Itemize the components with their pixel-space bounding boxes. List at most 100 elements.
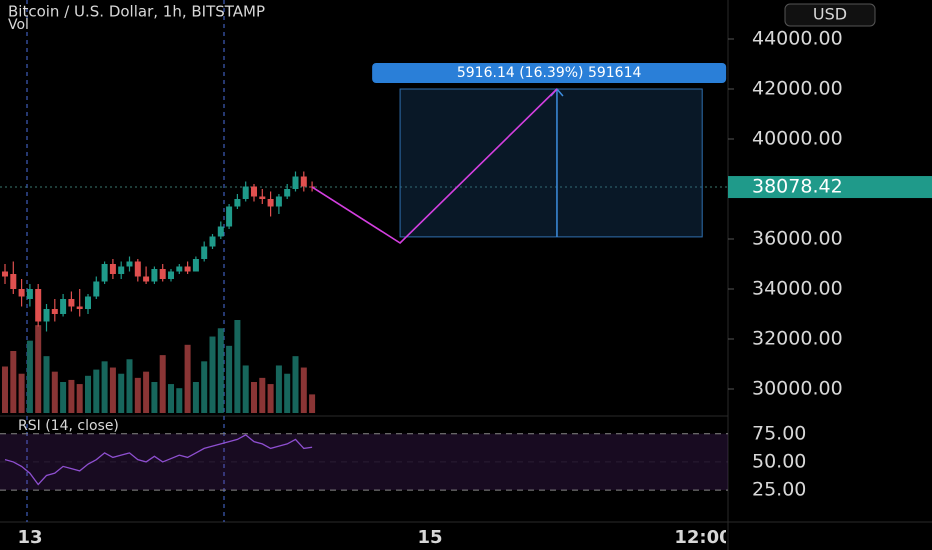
volume-bar bbox=[192, 382, 199, 413]
volume-bar bbox=[209, 336, 216, 413]
x-tick-label: 12:00 bbox=[674, 527, 731, 548]
candle-body bbox=[118, 266, 125, 274]
candle-body bbox=[101, 264, 108, 282]
projection-line bbox=[311, 88, 558, 245]
last-price-box bbox=[728, 176, 932, 199]
y-tick-label: 42000.00 bbox=[752, 78, 843, 100]
candle-body bbox=[176, 266, 183, 272]
volume-bar bbox=[184, 344, 191, 413]
candle-body bbox=[275, 196, 282, 207]
volume-bar bbox=[284, 373, 291, 413]
volume-bar bbox=[51, 371, 58, 413]
rsi-tick-label: 50.00 bbox=[752, 450, 806, 472]
candle-body bbox=[209, 236, 216, 247]
candle-body bbox=[143, 276, 150, 282]
candle-body bbox=[234, 199, 241, 207]
volume-bar bbox=[251, 382, 257, 413]
rsi-band bbox=[0, 433, 728, 491]
candle-body bbox=[300, 176, 307, 187]
candle-body bbox=[2, 271, 8, 277]
candle-body bbox=[192, 259, 199, 272]
volume-bar bbox=[201, 361, 208, 413]
volume-bar bbox=[151, 382, 158, 413]
volume-bar bbox=[168, 384, 174, 413]
rsi-tick-label: 25.00 bbox=[752, 479, 806, 501]
volume-bar bbox=[26, 340, 33, 413]
y-tick-label: 32000.00 bbox=[752, 328, 843, 350]
candle-body bbox=[134, 261, 141, 277]
candle-body bbox=[85, 296, 91, 309]
currency-button-label[interactable]: USD bbox=[813, 5, 847, 24]
y-tick-label: 30000.00 bbox=[752, 378, 843, 400]
volume-bar bbox=[93, 369, 100, 413]
volume-bar bbox=[300, 367, 307, 413]
rsi-line bbox=[4, 434, 313, 486]
volume-bar bbox=[275, 365, 282, 413]
x-tick-label: 15 bbox=[417, 527, 442, 548]
y-tick-label: 34000.00 bbox=[752, 278, 843, 300]
rsi-label: RSI (14, close) bbox=[18, 418, 119, 434]
candle-body bbox=[159, 269, 166, 279]
volume-bar bbox=[43, 356, 50, 413]
candle-body bbox=[201, 246, 208, 259]
volume-bar bbox=[68, 379, 75, 413]
candle-body bbox=[151, 269, 158, 282]
volume-bar bbox=[126, 359, 133, 413]
chart-title: Bitcoin / U.S. Dollar, 1h, BITSTAMP bbox=[8, 3, 265, 21]
volume-bar bbox=[143, 371, 150, 413]
candle-body bbox=[60, 299, 67, 314]
volume-bar bbox=[118, 373, 125, 413]
candle-body bbox=[242, 186, 249, 199]
currency-button[interactable] bbox=[784, 3, 876, 27]
candle-body bbox=[184, 266, 191, 272]
candle-body bbox=[76, 306, 83, 309]
volume-bar bbox=[234, 320, 241, 413]
candle-body bbox=[259, 196, 266, 199]
candle-body bbox=[10, 274, 17, 289]
volume-bar bbox=[101, 361, 108, 413]
candle-body bbox=[309, 186, 316, 188]
x-tick-label: 13 bbox=[17, 527, 42, 548]
volume-bar bbox=[217, 328, 224, 413]
candle-body bbox=[18, 289, 25, 297]
volume-bar bbox=[18, 373, 25, 413]
volume-bar bbox=[35, 325, 42, 413]
volume-bar bbox=[226, 345, 233, 413]
candle-body bbox=[51, 309, 58, 314]
volume-bar bbox=[85, 375, 91, 413]
candle-body bbox=[109, 264, 116, 274]
volume-bar bbox=[60, 382, 67, 413]
volume-bar bbox=[134, 377, 141, 413]
range-box bbox=[399, 88, 703, 238]
volume-label: Vol bbox=[8, 17, 29, 33]
candle-body bbox=[217, 226, 224, 237]
y-tick-label: 40000.00 bbox=[752, 128, 843, 150]
last-price-label: 38078.42 bbox=[752, 176, 843, 198]
candle-body bbox=[292, 176, 299, 189]
candle-body bbox=[284, 189, 291, 197]
volume-bar bbox=[2, 366, 8, 413]
volume-bar bbox=[292, 356, 299, 413]
volume-bar bbox=[176, 388, 183, 413]
volume-bar bbox=[109, 367, 116, 413]
volume-bar bbox=[242, 365, 249, 413]
candle-body bbox=[168, 271, 174, 279]
candle-body bbox=[126, 261, 133, 267]
y-tick-label: 36000.00 bbox=[752, 228, 843, 250]
candle-body bbox=[43, 309, 50, 322]
range-label: 5916.14 (16.39%) 591614 bbox=[457, 65, 642, 81]
volume-bar bbox=[259, 377, 266, 413]
candle-body bbox=[226, 206, 233, 227]
volume-bar bbox=[76, 384, 83, 413]
volume-bar bbox=[10, 351, 17, 413]
candle-body bbox=[68, 299, 75, 307]
volume-bar bbox=[267, 384, 274, 413]
candle-body bbox=[93, 281, 100, 297]
candle-body bbox=[267, 199, 274, 207]
volume-bar bbox=[309, 394, 316, 413]
volume-bar bbox=[159, 355, 166, 413]
rsi-tick-label: 75.00 bbox=[752, 422, 806, 444]
range-label-box bbox=[372, 63, 727, 83]
candle-body bbox=[35, 289, 42, 322]
